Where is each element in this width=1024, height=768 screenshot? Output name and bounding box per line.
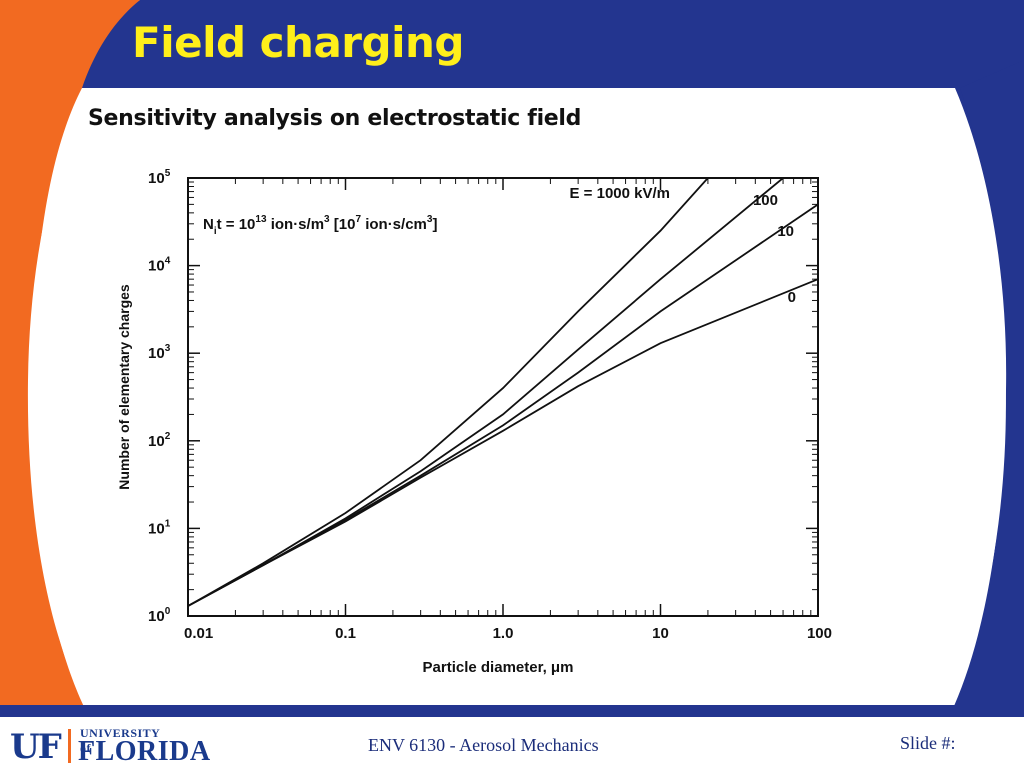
footer-course-title: ENV 6130 - Aerosol Mechanics	[368, 735, 599, 755]
x-tick-label: 0.1	[335, 625, 356, 642]
logo-uf-mark: UF	[10, 727, 62, 767]
plot-frame	[187, 177, 819, 617]
y-tick-label: 104	[148, 256, 171, 275]
y-axis-label: Number of elementary charges	[116, 284, 132, 490]
y-tick-label: 102	[148, 431, 171, 450]
series-label-1: 100	[753, 192, 778, 209]
logo-university-text: UNIVERSITY of	[80, 726, 160, 755]
charging-chart: 0.01 0.1 1.0 10 100100101102103104105Particl…	[116, 168, 832, 676]
series-line-1	[188, 178, 784, 607]
x-tick-label: 0.01	[184, 625, 213, 642]
series-label-2: 10	[777, 223, 794, 240]
footer-background	[0, 717, 1024, 768]
series-line-3	[188, 278, 818, 607]
x-axis-label: Particle diameter, μm	[423, 659, 574, 676]
right-blue-swoosh	[950, 60, 1024, 715]
left-orange-swoosh	[0, 0, 140, 715]
chart-annotation: Nit = 1013 ion·s/m3 [107 ion·s/cm3]	[203, 214, 437, 237]
series-line-2	[188, 203, 818, 607]
x-tick-label: 100	[807, 625, 832, 642]
y-tick-label: 101	[148, 518, 171, 537]
y-tick-label: 105	[148, 168, 171, 187]
series-label-3: 0	[788, 289, 796, 306]
x-tick-label: 10	[652, 625, 669, 642]
header-band	[82, 0, 1024, 380]
logo-divider	[68, 729, 71, 763]
y-tick-label: 100	[148, 606, 171, 625]
slide-title: Field charging	[132, 18, 464, 67]
footer-slide-number: Slide #:	[900, 733, 956, 753]
footer-divider	[0, 705, 1024, 717]
slide-subtitle: Sensitivity analysis on electrostatic fi…	[88, 106, 582, 131]
series-line-0	[188, 178, 709, 607]
series-label-0: E = 1000 kV/m	[570, 185, 671, 202]
logo-florida-text: FLORIDA	[78, 736, 211, 767]
y-tick-label: 103	[148, 343, 171, 362]
x-tick-label: 1.0	[493, 625, 514, 642]
